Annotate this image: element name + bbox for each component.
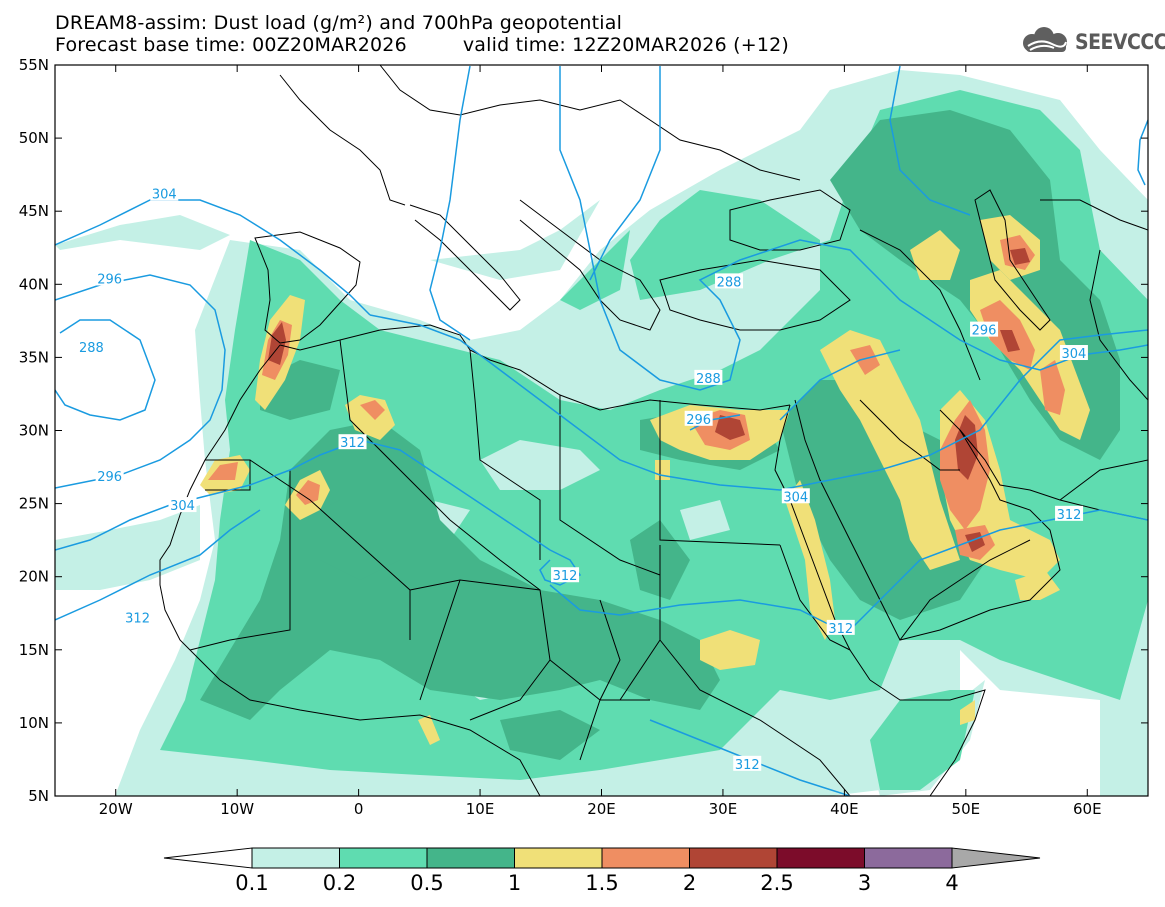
svg-text:288: 288 bbox=[79, 341, 104, 356]
svg-text:304: 304 bbox=[783, 490, 808, 505]
colorbar-swatch bbox=[776, 847, 865, 869]
colorbar-label: 1 bbox=[508, 871, 521, 895]
chart-title: DREAM8-assim: Dust load (g/m²) and 700hP… bbox=[55, 12, 623, 34]
contour-label: 296 bbox=[95, 270, 124, 287]
lon-label: 50E bbox=[952, 800, 981, 818]
colorbar-labels: 0.1 0.2 0.5 1 1.5 2 2.5 3 4 bbox=[235, 871, 958, 895]
colorbar-label: 0.5 bbox=[410, 871, 443, 895]
colorbar-swatch bbox=[864, 847, 953, 869]
colorbar-label: 2.5 bbox=[760, 871, 793, 895]
lon-label: 10E bbox=[466, 800, 495, 818]
longitude-labels: 20W 10W 0 10E 20E 30E 40E 50E 60E bbox=[99, 800, 1102, 818]
svg-text:312: 312 bbox=[553, 569, 578, 584]
svg-text:312: 312 bbox=[735, 758, 760, 773]
lat-label: 25N bbox=[19, 495, 49, 513]
forecast-base-time: Forecast base time: 00Z20MAR2026 bbox=[55, 34, 407, 56]
valid-time: valid time: 12Z20MAR2026 (+12) bbox=[462, 34, 790, 56]
contour-label: 296 bbox=[970, 321, 999, 339]
lon-label: 60E bbox=[1073, 800, 1102, 818]
contour-labels: 304 296 288 296 304 312 312 312 296 288 288 304 296 3… bbox=[77, 185, 1088, 773]
cloud-logo-icon bbox=[1023, 27, 1067, 52]
contour-label: 304 bbox=[168, 497, 197, 514]
lat-label: 5N bbox=[28, 787, 49, 805]
lat-label: 50N bbox=[19, 129, 49, 147]
contour-label: 312 bbox=[826, 619, 855, 637]
svg-text:288: 288 bbox=[717, 275, 742, 290]
svg-text:312: 312 bbox=[340, 436, 365, 451]
contour-label: 296 bbox=[684, 410, 713, 428]
colorbar-swatch bbox=[426, 847, 515, 869]
contour-label: 304 bbox=[781, 488, 810, 505]
colorbar-label: 0.1 bbox=[235, 871, 268, 895]
colorbar-swatch bbox=[514, 847, 603, 869]
lat-label: 20N bbox=[19, 568, 49, 586]
contour-label: 296 bbox=[95, 467, 124, 485]
svg-text:296: 296 bbox=[972, 324, 997, 339]
svg-text:312: 312 bbox=[1057, 508, 1082, 523]
colorbar-label: 4 bbox=[945, 871, 958, 895]
colorbar-swatch bbox=[251, 847, 340, 869]
svg-text:312: 312 bbox=[828, 622, 853, 637]
svg-text:312: 312 bbox=[125, 612, 150, 627]
geopotential-contours bbox=[55, 65, 1148, 796]
colorbar-under-triangle bbox=[163, 847, 253, 869]
lon-label: 20E bbox=[587, 800, 616, 818]
lat-label: 40N bbox=[19, 275, 49, 293]
forecast-times: Forecast base time: 00Z20MAR2026 valid ti… bbox=[55, 35, 789, 55]
colorbar bbox=[163, 847, 1041, 869]
contour-label: 288 bbox=[715, 273, 744, 290]
lon-label: 0 bbox=[354, 800, 364, 818]
colorbar-swatch bbox=[339, 847, 428, 869]
contour-label: 304 bbox=[150, 185, 179, 203]
colorbar-swatch bbox=[601, 847, 690, 869]
coastlines bbox=[159, 65, 1148, 796]
contour-label: 312 bbox=[1055, 505, 1084, 523]
contour-label: 312 bbox=[123, 609, 152, 627]
axis-ticks bbox=[55, 64, 1148, 797]
svg-text:296: 296 bbox=[686, 413, 711, 428]
colorbar-over-triangle bbox=[951, 847, 1041, 869]
colorbar-label: 3 bbox=[858, 871, 871, 895]
svg-text:288: 288 bbox=[696, 372, 721, 387]
lon-label: 40E bbox=[830, 800, 859, 818]
lat-label: 30N bbox=[19, 422, 49, 440]
colorbar-label: 2 bbox=[683, 871, 696, 895]
svg-text:296: 296 bbox=[97, 470, 122, 485]
svg-text:296: 296 bbox=[97, 272, 122, 287]
contour-label: 304 bbox=[1059, 345, 1088, 362]
svg-text:304: 304 bbox=[152, 188, 177, 203]
contour-label: 312 bbox=[338, 434, 367, 451]
lat-label: 35N bbox=[19, 348, 49, 366]
lon-label: 10W bbox=[220, 800, 254, 818]
svg-text:304: 304 bbox=[1062, 347, 1087, 362]
contour-label: 312 bbox=[551, 567, 580, 584]
latitude-labels: 55N 50N 45N 40N 35N 30N 25N 20N 15N 10N 5N bbox=[19, 56, 49, 805]
colorbar-swatch bbox=[689, 847, 778, 869]
colorbar-label: 0.2 bbox=[323, 871, 356, 895]
lon-label: 20W bbox=[99, 800, 133, 818]
lat-label: 55N bbox=[19, 56, 49, 74]
lat-label: 15N bbox=[19, 641, 49, 659]
lat-label: 10N bbox=[19, 714, 49, 732]
lat-label: 45N bbox=[19, 202, 49, 220]
logo-text: SEEVCCC bbox=[1075, 30, 1165, 54]
contour-label: 312 bbox=[733, 755, 762, 773]
contour-label: 288 bbox=[77, 339, 106, 356]
svg-text:304: 304 bbox=[170, 499, 195, 514]
lon-label: 30E bbox=[709, 800, 738, 818]
colorbar-label: 1.5 bbox=[585, 871, 618, 895]
dust-shading bbox=[55, 65, 1148, 796]
contour-label: 288 bbox=[694, 369, 723, 387]
